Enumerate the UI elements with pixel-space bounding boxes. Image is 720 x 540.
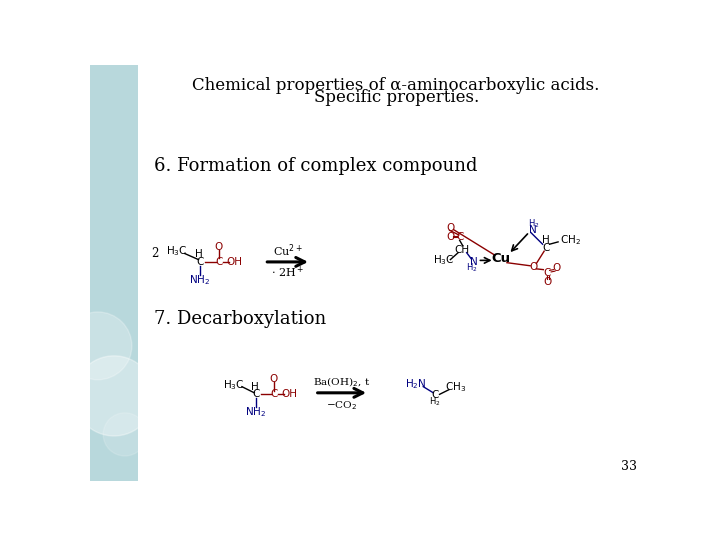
Text: N: N [529, 225, 537, 234]
Text: CH: CH [454, 245, 469, 254]
Text: O: O [529, 261, 537, 272]
Text: C: C [544, 268, 551, 278]
Text: H: H [542, 235, 549, 245]
Text: O: O [446, 223, 454, 233]
Text: H: H [195, 249, 203, 259]
Text: 7. Decarboxylation: 7. Decarboxylation [153, 310, 325, 328]
FancyBboxPatch shape [90, 65, 138, 481]
Circle shape [103, 413, 147, 456]
Text: C: C [431, 390, 438, 400]
Text: 33: 33 [621, 460, 637, 473]
Text: H$_3$C: H$_3$C [433, 253, 455, 267]
Text: Cu: Cu [491, 252, 510, 265]
Text: CH$_2$: CH$_2$ [559, 233, 580, 247]
Text: NH$_2$: NH$_2$ [246, 405, 266, 419]
Text: H$_2$: H$_2$ [466, 262, 477, 274]
Circle shape [63, 312, 132, 380]
Text: H$_2$N: H$_2$N [405, 377, 426, 392]
Text: H$_2$: H$_2$ [528, 217, 539, 230]
Text: O: O [543, 277, 552, 287]
Text: C: C [456, 232, 464, 242]
Text: H$_3$C: H$_3$C [166, 244, 188, 258]
Text: 2: 2 [151, 247, 159, 260]
Text: O: O [446, 232, 454, 242]
Text: C: C [252, 389, 259, 400]
Text: C: C [270, 389, 277, 400]
Text: 6. Formation of complex compound: 6. Formation of complex compound [153, 158, 477, 176]
Text: O: O [269, 374, 278, 384]
Text: H: H [251, 382, 259, 392]
Text: Ba(OH)$_2$, t: Ba(OH)$_2$, t [313, 375, 371, 389]
Text: C: C [197, 257, 204, 267]
Text: OH: OH [282, 389, 297, 400]
Text: Cu$^{2+}$: Cu$^{2+}$ [273, 243, 302, 259]
Text: C: C [215, 257, 222, 267]
Text: $\cdot$ 2H$^+$: $\cdot$ 2H$^+$ [271, 265, 304, 280]
Text: $-$CO$_2$: $-$CO$_2$ [326, 399, 357, 411]
Text: O: O [215, 241, 222, 252]
Text: H$_3$C: H$_3$C [223, 378, 245, 392]
Text: O: O [552, 263, 561, 273]
Text: CH$_3$: CH$_3$ [445, 380, 467, 394]
Circle shape [73, 356, 154, 436]
Text: C: C [542, 243, 549, 253]
Text: OH: OH [226, 257, 242, 267]
Text: Specific properties.: Specific properties. [313, 89, 479, 106]
Text: H$_2$: H$_2$ [429, 396, 441, 408]
Text: Chemical properties of α-aminocarboxylic acids.: Chemical properties of α-aminocarboxylic… [192, 77, 600, 94]
Text: NH$_2$: NH$_2$ [189, 273, 211, 287]
Text: N: N [469, 257, 477, 267]
